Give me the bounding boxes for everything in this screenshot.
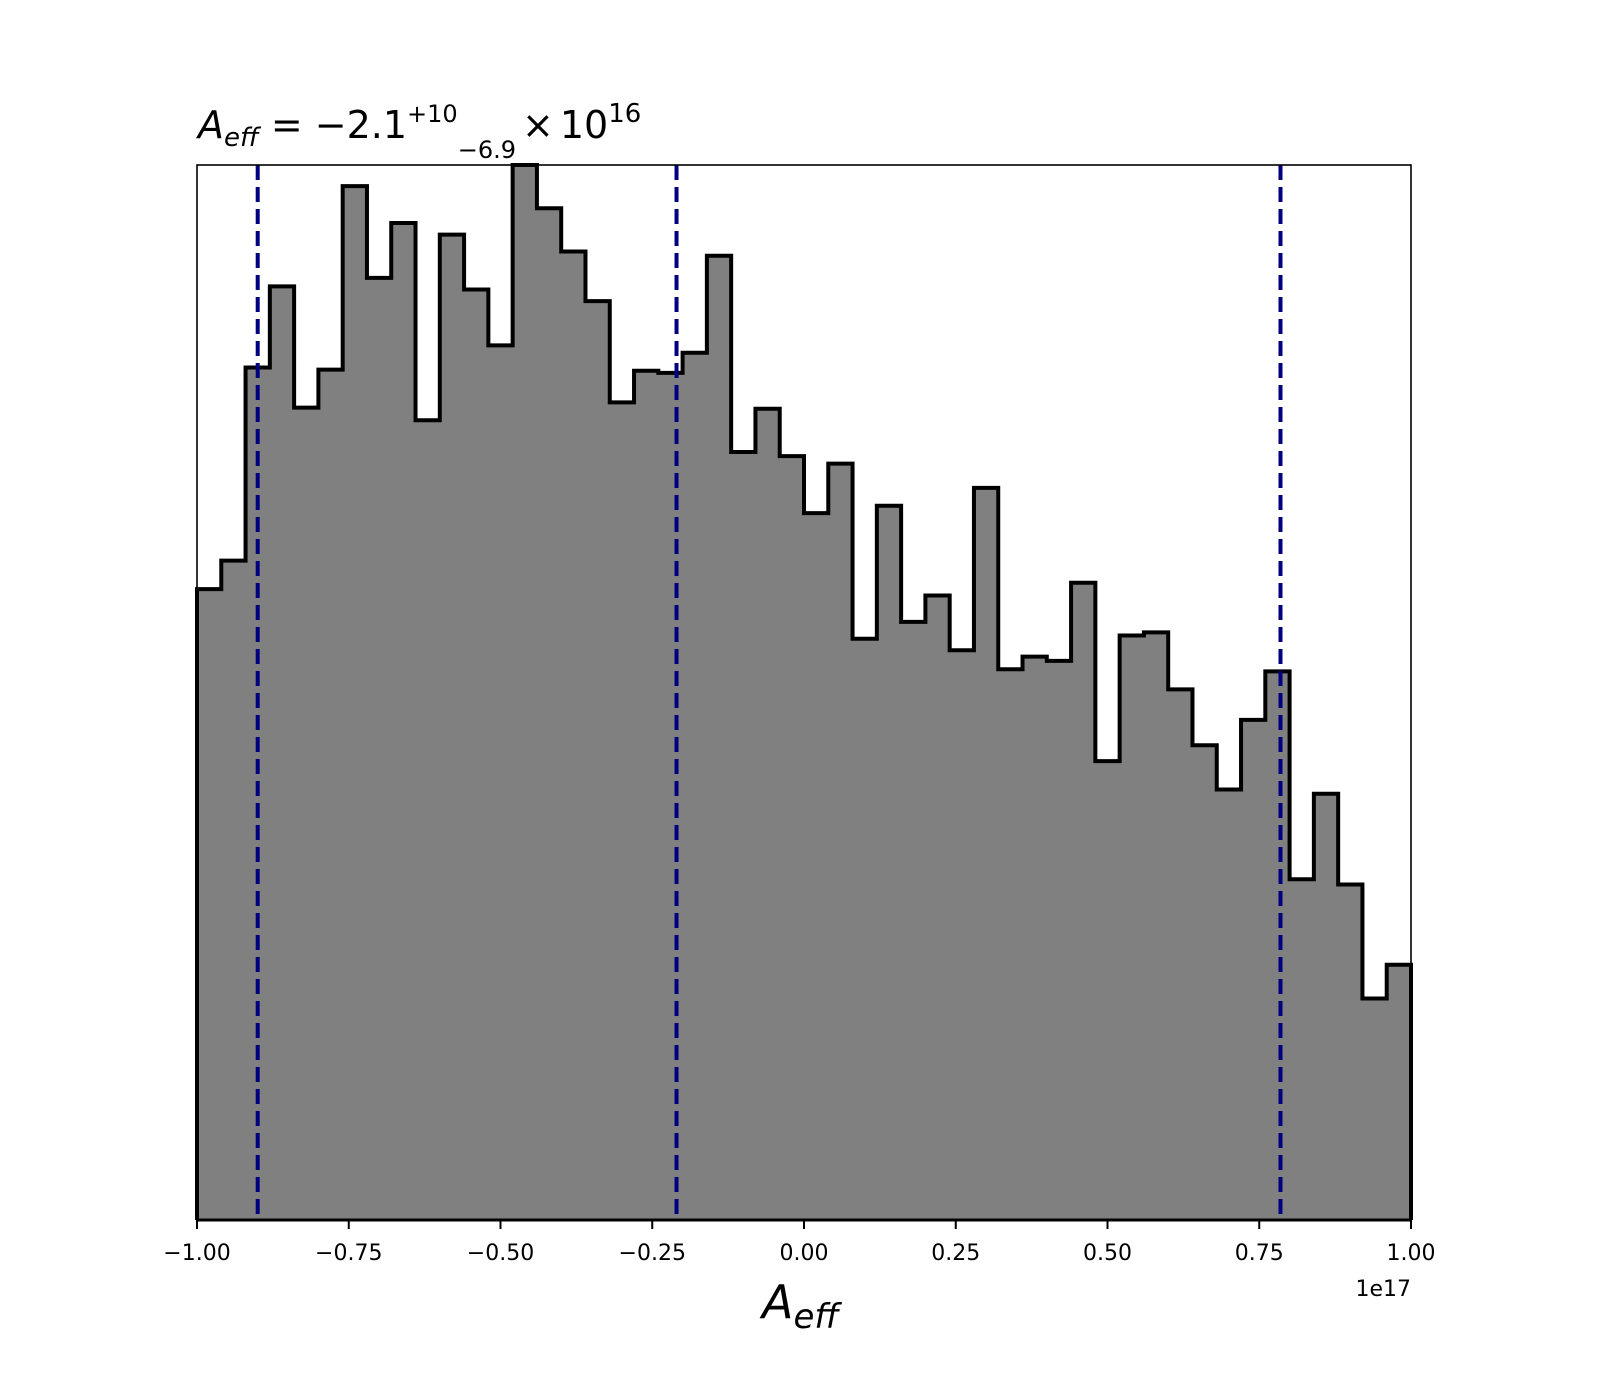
histogram-bar [901, 621, 926, 1220]
histogram-bar [949, 650, 975, 1220]
histogram-bar [197, 589, 222, 1220]
histogram-bar [536, 208, 562, 1220]
x-axis-label-variable: A [759, 1275, 793, 1329]
histogram-bar [1143, 632, 1169, 1220]
x-tick-label: 0.00 [780, 1241, 829, 1266]
title-base: 10 [560, 103, 608, 147]
histogram-bar [366, 277, 392, 1220]
histogram-bar [804, 513, 829, 1220]
histogram-bar [585, 301, 611, 1221]
histogram-bar [294, 407, 319, 1220]
histogram-bar [1046, 660, 1072, 1220]
histogram-bar [998, 669, 1024, 1220]
histogram-bar [488, 345, 514, 1220]
histogram-bar [1071, 582, 1096, 1220]
histogram-bar [561, 251, 587, 1220]
x-axis-label-subscript: eff [793, 1297, 842, 1337]
histogram-step-outline [195, 163, 1413, 1220]
histogram-bar [1095, 761, 1121, 1220]
histogram-bar [658, 372, 684, 1221]
histogram-bar [1216, 789, 1242, 1220]
histogram-bar [973, 487, 999, 1221]
histogram-bar [634, 370, 659, 1221]
chart-title: Aeff = −2.1+10−6.9× 1016 [195, 99, 641, 164]
histogram-bar [1192, 745, 1218, 1220]
histogram-bar [852, 638, 878, 1220]
histogram-bar [876, 505, 902, 1220]
histogram-bar [269, 286, 295, 1220]
histogram-bar [1265, 671, 1291, 1220]
x-tick-label: −0.75 [315, 1241, 382, 1266]
title-times-sign: × [522, 103, 554, 147]
x-axis-label: Aeff [759, 1275, 842, 1337]
x-tick-label: 0.50 [1083, 1241, 1132, 1266]
title-error-minus: −6.9 [458, 136, 516, 164]
histogram-bar [609, 402, 635, 1220]
x-tick-label: 0.75 [1235, 1241, 1284, 1266]
histogram-bar [439, 234, 465, 1220]
x-axis-offset-label: 1e17 [1355, 1277, 1411, 1302]
title-variable: A [195, 103, 224, 147]
title-median-value: −2.1 [315, 103, 407, 147]
histogram-bar [391, 223, 417, 1220]
histogram-bar [1289, 879, 1315, 1220]
histogram-bar [1119, 635, 1145, 1220]
histogram-bar [415, 420, 441, 1220]
histogram-bar [731, 451, 757, 1221]
histogram-bar [318, 369, 344, 1220]
x-tick-label: 0.25 [931, 1241, 980, 1266]
x-tick-label: 1.00 [1387, 1241, 1436, 1266]
histogram-bar [828, 463, 854, 1220]
histogram-bar [1168, 689, 1194, 1220]
title-exponent: 16 [608, 99, 641, 129]
x-tick-label: −0.50 [467, 1241, 534, 1266]
histogram-bar [682, 352, 708, 1220]
histogram-bar [221, 560, 247, 1220]
histogram-bar [706, 255, 732, 1221]
histogram-bar [779, 456, 805, 1220]
histogram-bar [342, 186, 368, 1221]
histogram-bar [1338, 884, 1364, 1220]
histogram-bar [512, 165, 538, 1220]
histogram-bar [1241, 719, 1266, 1220]
x-tick-label: −1.00 [163, 1241, 230, 1266]
x-tick-label: −0.25 [619, 1241, 686, 1266]
title-equals: = [259, 103, 315, 147]
histogram-bar [1362, 998, 1388, 1220]
histogram-bar [1022, 656, 1048, 1220]
histogram-bars [197, 165, 1412, 1221]
histogram-bar [1386, 964, 1412, 1220]
histogram-bar [1313, 793, 1339, 1220]
histogram-bar [755, 408, 781, 1221]
histogram-bar [925, 595, 951, 1220]
title-error-plus: +10 [407, 100, 458, 128]
title-variable-subscript: eff [224, 123, 262, 153]
x-axis-ticks: −1.00 −0.75 −0.50 −0.25 0.00 0.25 0.50 0.75 1.00 [163, 1220, 1435, 1266]
histogram-bar [464, 289, 489, 1220]
